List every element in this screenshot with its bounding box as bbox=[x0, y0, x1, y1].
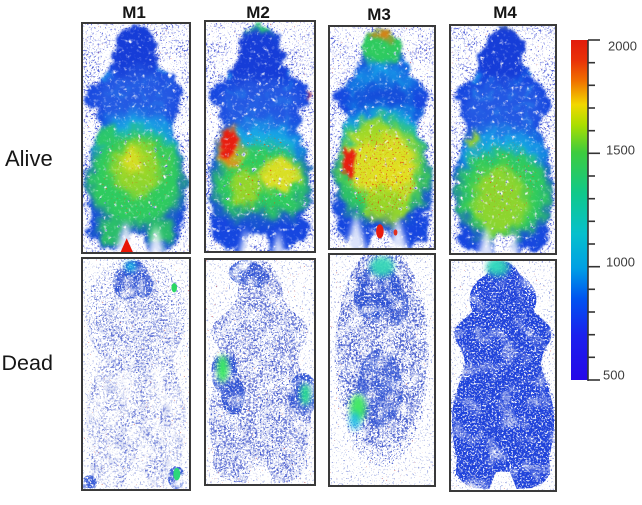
svg-text:M3: M3 bbox=[367, 5, 391, 24]
svg-text:Dead: Dead bbox=[2, 351, 53, 375]
svg-text:M1: M1 bbox=[122, 3, 146, 22]
svg-text:1000: 1000 bbox=[606, 255, 635, 270]
svg-text:1500: 1500 bbox=[606, 143, 635, 158]
svg-text:2000: 2000 bbox=[608, 39, 637, 54]
svg-text:M4: M4 bbox=[493, 3, 517, 22]
svg-text:Alive: Alive bbox=[5, 146, 53, 171]
svg-text:M2: M2 bbox=[246, 3, 270, 22]
svg-text:500: 500 bbox=[603, 368, 625, 383]
